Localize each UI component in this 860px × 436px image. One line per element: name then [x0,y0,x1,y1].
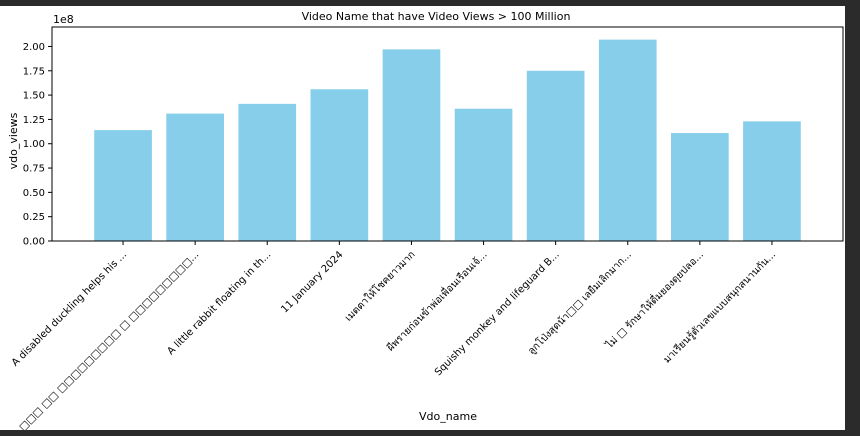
bar-chart: Video Name that have Video Views > 100 M… [7,10,844,433]
chart-title: Video Name that have Video Views > 100 M… [302,10,571,23]
bar [382,49,441,241]
bar [526,70,585,241]
y-tick-label: 1.25 [23,115,45,126]
x-tick-label: 11 January 2024 [279,249,345,315]
y-tick-label: 0.25 [23,212,45,223]
x-tick-label: มาเรียนรู้ตัวเลขแบบสนุกสนานกัน... [661,249,778,366]
plot-frame [51,26,844,242]
scrollbar[interactable] [848,6,856,430]
window-top-strip [0,0,860,6]
x-tick-label: Squishy monkey and lifeguard B... [433,249,562,378]
y-tick-label: 0.50 [23,188,45,199]
bar [671,133,729,241]
plot-area: A disabled duckling helps his ...□□□ □□ … [10,26,844,433]
chart-canvas: Video Name that have Video Views > 100 M… [0,6,845,433]
bar [310,89,369,241]
y-tick-label: 1.50 [23,91,45,102]
x-axis-label: Vdo_name [419,410,477,423]
window-bottom-strip [0,430,860,436]
bar [598,39,657,242]
y-tick-label: 1.00 [23,139,45,150]
y-tick-label: 1.75 [23,66,45,77]
y-tick-label: 2.00 [23,42,45,53]
bar [454,108,513,241]
y-tick-label: 0.00 [23,237,45,248]
y-tick-label: 0.75 [23,164,45,175]
x-tick-label: A disabled duckling helps his ... [10,249,129,368]
y-axis-multiplier: 1e8 [53,13,74,26]
x-tick-label: เมตตาให้โชคยาวมาก [342,248,418,324]
bar [94,130,152,241]
y-axis-label: vdo_views [7,112,20,169]
bar [238,103,297,241]
bar [743,121,801,241]
bar [166,113,224,241]
